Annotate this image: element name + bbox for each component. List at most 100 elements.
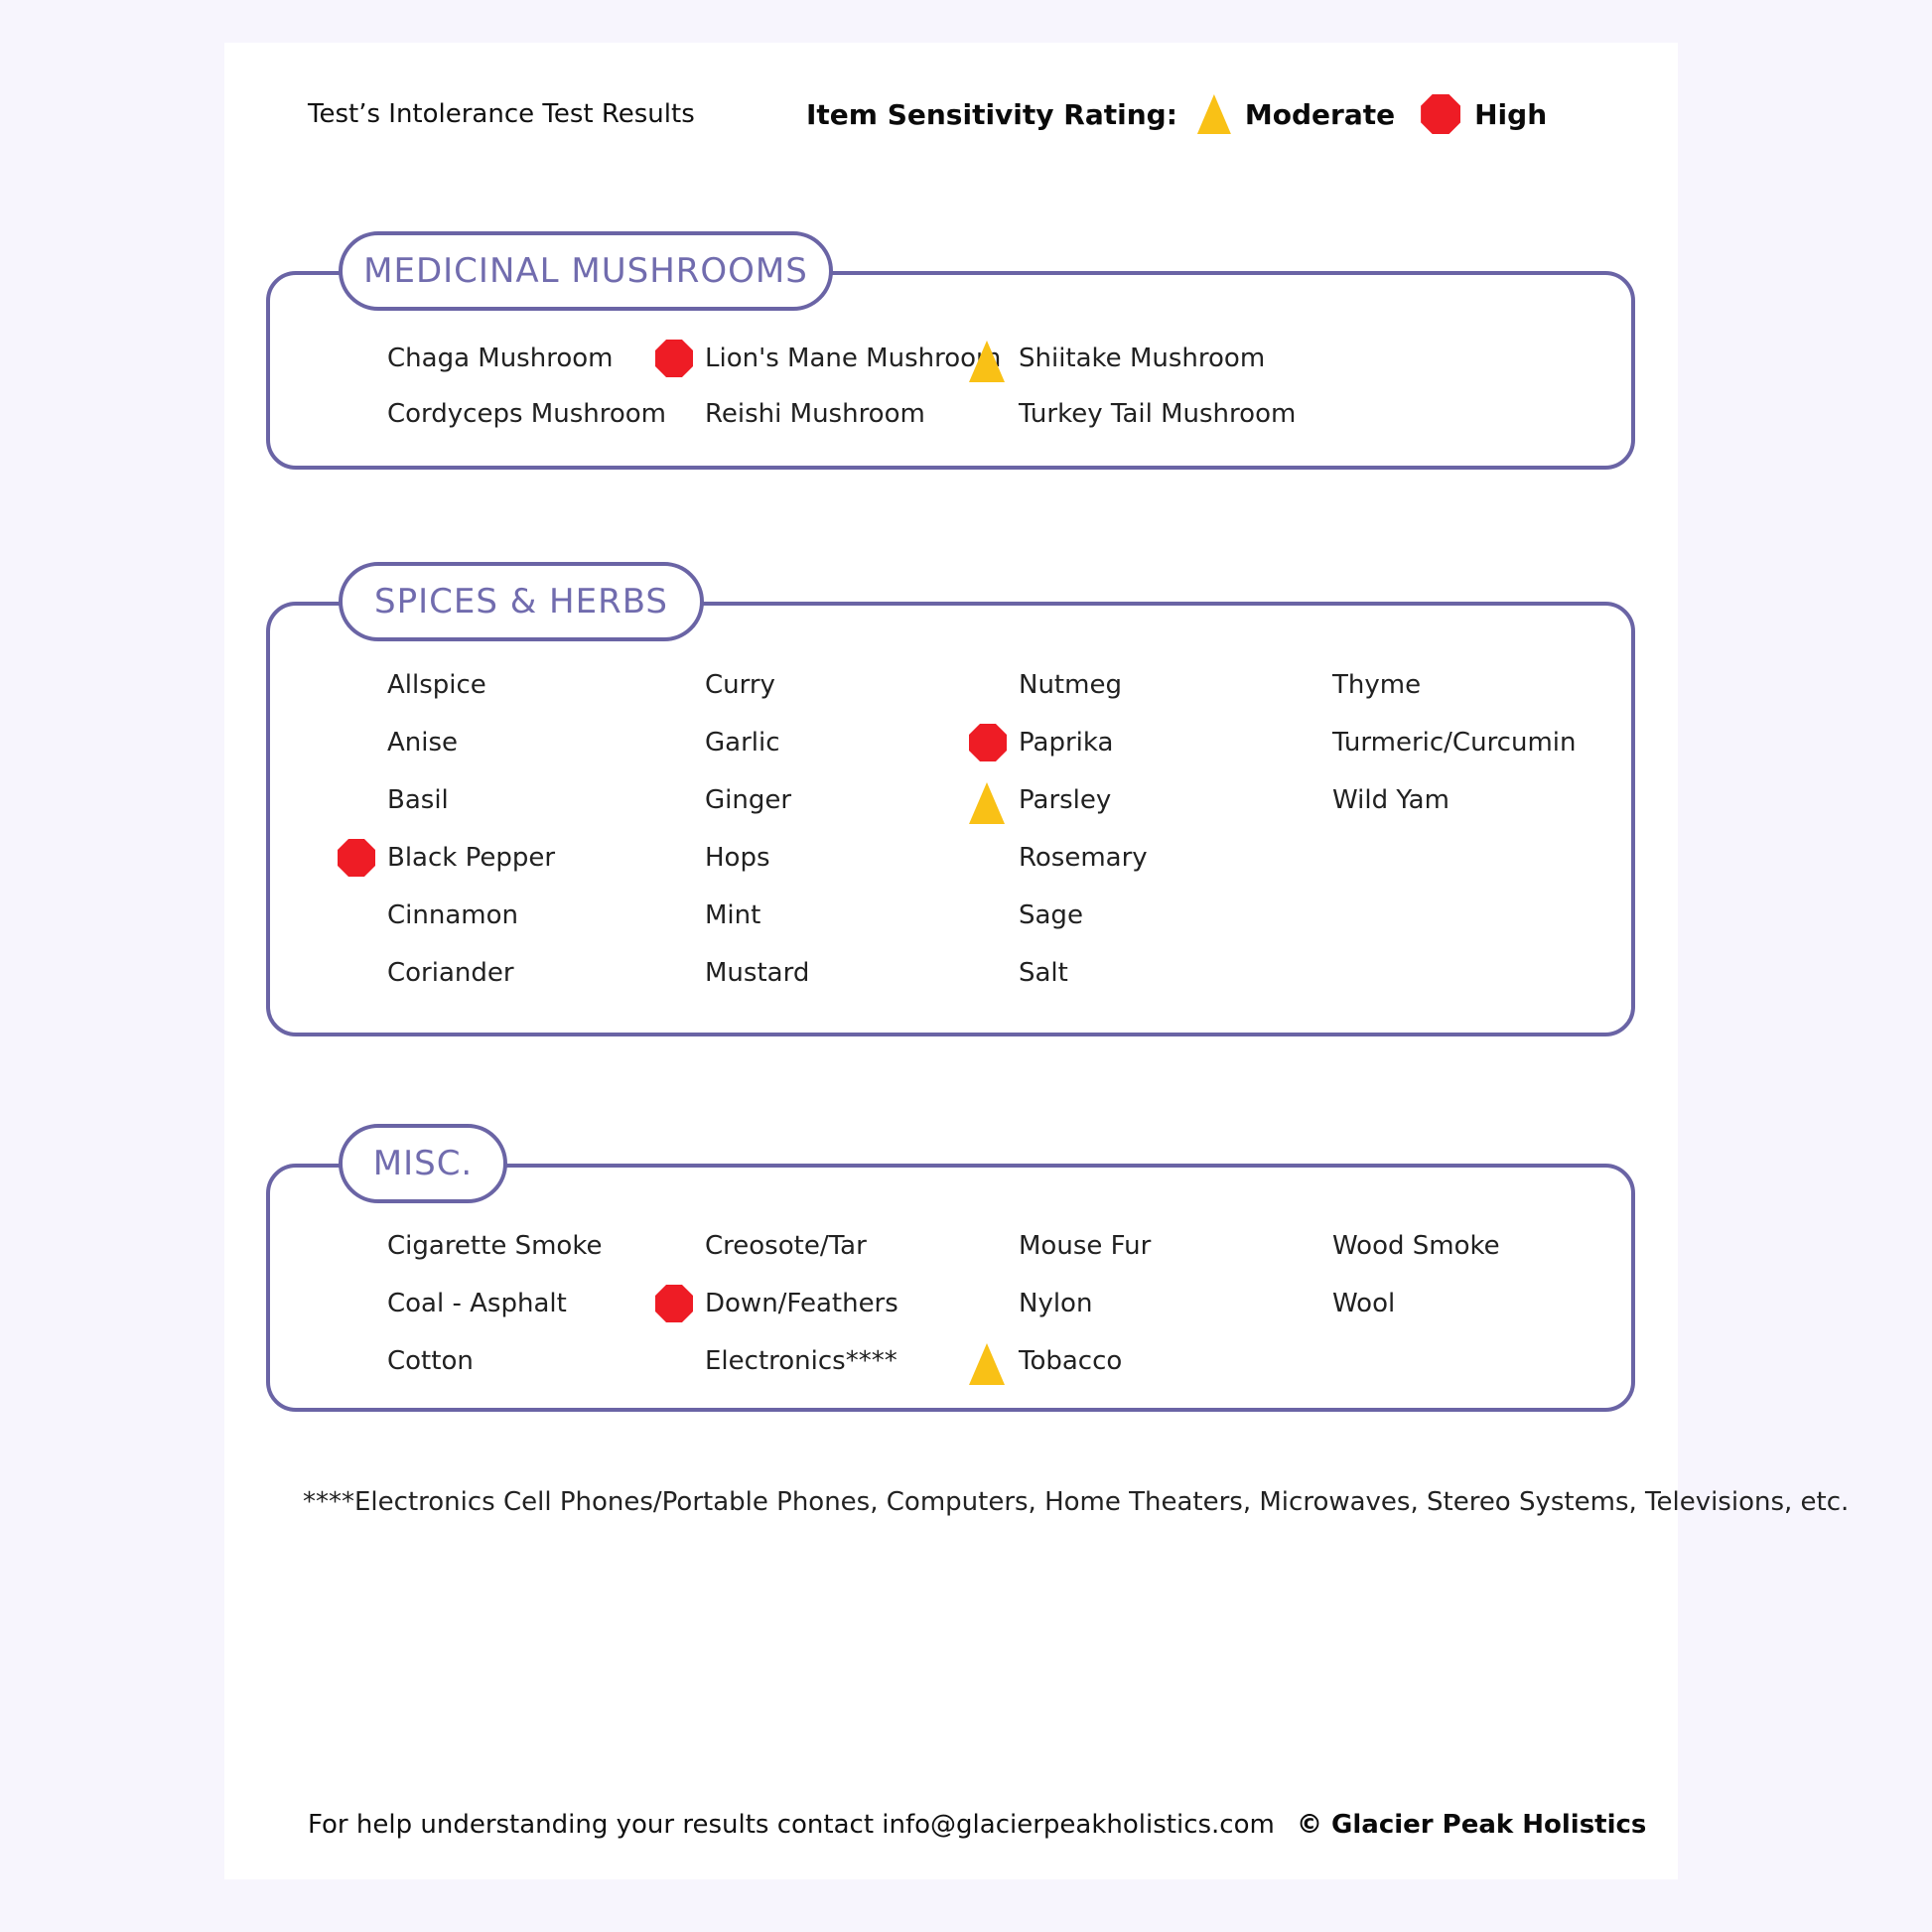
list-item: Allspice	[387, 664, 486, 706]
list-item: Cigarette Smoke	[387, 1225, 602, 1267]
item-label: Sage	[1019, 900, 1083, 930]
item-label: Mint	[705, 900, 761, 930]
list-item: Basil	[387, 779, 449, 821]
list-item: Reishi Mushroom	[705, 393, 925, 435]
list-item: Turmeric/Curcumin	[1332, 722, 1577, 763]
electronics-footnote: ****Electronics Cell Phones/Portable Pho…	[303, 1487, 1850, 1517]
item-label: Cinnamon	[387, 900, 518, 930]
item-label: Electronics****	[705, 1346, 897, 1376]
list-item: Tobacco	[969, 1340, 1123, 1385]
item-label: Salt	[1019, 958, 1068, 988]
item-label: Cotton	[387, 1346, 474, 1376]
item-label: Wood Smoke	[1332, 1231, 1500, 1261]
list-item: Curry	[705, 664, 775, 706]
high-octagon-icon	[655, 340, 693, 377]
section-box-misc	[266, 1164, 1635, 1412]
page-title: Test’s Intolerance Test Results	[308, 99, 695, 129]
list-item: Sage	[1019, 895, 1083, 936]
section-box-spices-herbs	[266, 602, 1635, 1036]
list-item: Turkey Tail Mushroom	[1019, 393, 1296, 435]
list-item: Ginger	[705, 779, 791, 821]
item-label: Shiitake Mushroom	[1019, 344, 1266, 373]
report-page: Test’s Intolerance Test Results Item Sen…	[224, 43, 1849, 1879]
item-label: Cordyceps Mushroom	[387, 399, 666, 429]
item-label: Wool	[1332, 1289, 1396, 1318]
list-item: Coal - Asphalt	[387, 1283, 567, 1324]
item-label: Nutmeg	[1019, 670, 1122, 700]
list-item: Nylon	[1019, 1283, 1092, 1324]
item-label: Wild Yam	[1332, 785, 1449, 815]
item-label: Nylon	[1019, 1289, 1093, 1318]
list-item: Mint	[705, 895, 760, 936]
item-label: Allspice	[387, 670, 486, 700]
list-item: Down/Feathers	[655, 1283, 898, 1324]
item-label: Parsley	[1019, 785, 1112, 815]
item-label: Turkey Tail Mushroom	[1019, 399, 1297, 429]
item-label: Hops	[705, 843, 770, 873]
item-label: Mouse Fur	[1019, 1231, 1152, 1261]
item-label: Basil	[387, 785, 449, 815]
item-label: Thyme	[1332, 670, 1422, 700]
list-item: Parsley	[969, 779, 1112, 824]
list-item: Mouse Fur	[1019, 1225, 1151, 1267]
list-item: Black Pepper	[338, 837, 556, 879]
list-item: Shiitake Mushroom	[969, 338, 1266, 382]
item-label: Anise	[387, 728, 459, 758]
list-item: Chaga Mushroom	[387, 338, 613, 379]
list-item: Wool	[1332, 1283, 1395, 1324]
section-title: SPICES & HERBS	[373, 582, 669, 621]
list-item: Wild Yam	[1332, 779, 1449, 821]
high-octagon-icon	[1421, 94, 1461, 134]
list-item: Rosemary	[1019, 837, 1148, 879]
high-octagon-icon	[969, 724, 1007, 761]
item-label: Reishi Mushroom	[705, 399, 925, 429]
list-item: Anise	[387, 722, 458, 763]
list-item: Salt	[1019, 952, 1068, 994]
high-octagon-icon	[338, 839, 375, 877]
list-item: Lion's Mane Mushroom	[655, 338, 1002, 379]
item-label: Lion's Mane Mushroom	[705, 344, 1002, 373]
list-item: Cordyceps Mushroom	[387, 393, 666, 435]
item-label: Paprika	[1019, 728, 1114, 758]
legend-moderate-label: Moderate	[1244, 97, 1396, 131]
list-item: Paprika	[969, 722, 1114, 763]
section-pill-spices-herbs: SPICES & HERBS	[339, 562, 704, 641]
item-label: Chaga Mushroom	[387, 344, 614, 373]
item-label: Curry	[705, 670, 775, 700]
item-label: Tobacco	[1019, 1346, 1123, 1376]
item-label: Garlic	[705, 728, 780, 758]
list-item: Garlic	[705, 722, 780, 763]
legend-high-label: High	[1474, 97, 1548, 131]
list-item: Cotton	[387, 1340, 474, 1382]
list-item: Mustard	[705, 952, 809, 994]
list-item: Electronics****	[705, 1340, 897, 1382]
list-item: Wood Smoke	[1332, 1225, 1500, 1267]
item-label: Coal - Asphalt	[387, 1289, 567, 1318]
list-item: Coriander	[387, 952, 514, 994]
section-pill-medicinal-mushrooms: MEDICINAL MUSHROOMS	[339, 231, 833, 311]
item-label: Cigarette Smoke	[387, 1231, 603, 1261]
item-label: Down/Feathers	[705, 1289, 898, 1318]
list-item: Nutmeg	[1019, 664, 1122, 706]
list-item: Hops	[705, 837, 770, 879]
item-label: Creosote/Tar	[705, 1231, 867, 1261]
footer-contact: For help understanding your results cont…	[308, 1810, 1275, 1840]
item-label: Ginger	[705, 785, 792, 815]
item-label: Mustard	[705, 958, 810, 988]
section-pill-misc: MISC.	[339, 1124, 507, 1203]
item-label: Turmeric/Curcumin	[1332, 728, 1577, 758]
item-label: Black Pepper	[387, 843, 556, 873]
item-label: Rosemary	[1019, 843, 1148, 873]
list-item: Cinnamon	[387, 895, 518, 936]
moderate-triangle-icon	[1196, 94, 1231, 134]
section-title: MISC.	[372, 1144, 474, 1183]
legend-label: Item Sensitivity Rating:	[806, 97, 1177, 131]
list-item: Thyme	[1332, 664, 1421, 706]
sensitivity-legend: Item Sensitivity Rating: Moderate High	[806, 86, 1547, 142]
footer-copyright: © Glacier Peak Holistics	[1297, 1810, 1647, 1840]
high-octagon-icon	[655, 1285, 693, 1322]
list-item: Creosote/Tar	[705, 1225, 867, 1267]
section-title: MEDICINAL MUSHROOMS	[363, 251, 808, 291]
item-label: Coriander	[387, 958, 514, 988]
